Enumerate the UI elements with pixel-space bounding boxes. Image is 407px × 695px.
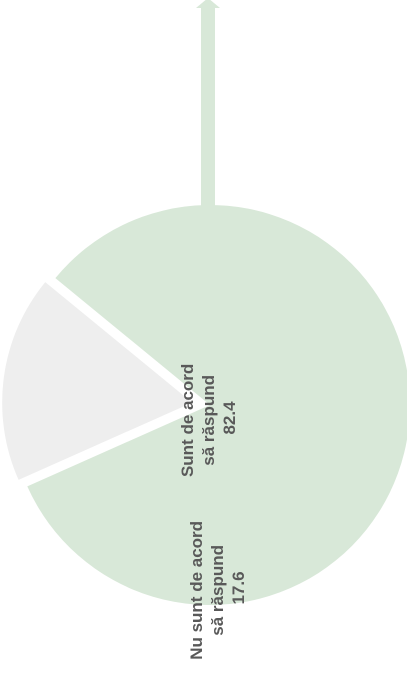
slice-label-disagree: Nu sunt de acord să răspund 17.6: [187, 516, 248, 660]
arrow-icon: [196, 0, 220, 212]
slice-label-agree: Sunt de acord să răspund 82.4: [178, 359, 239, 477]
slice-agree: [27, 205, 407, 605]
slice-disagree: [2, 282, 193, 480]
